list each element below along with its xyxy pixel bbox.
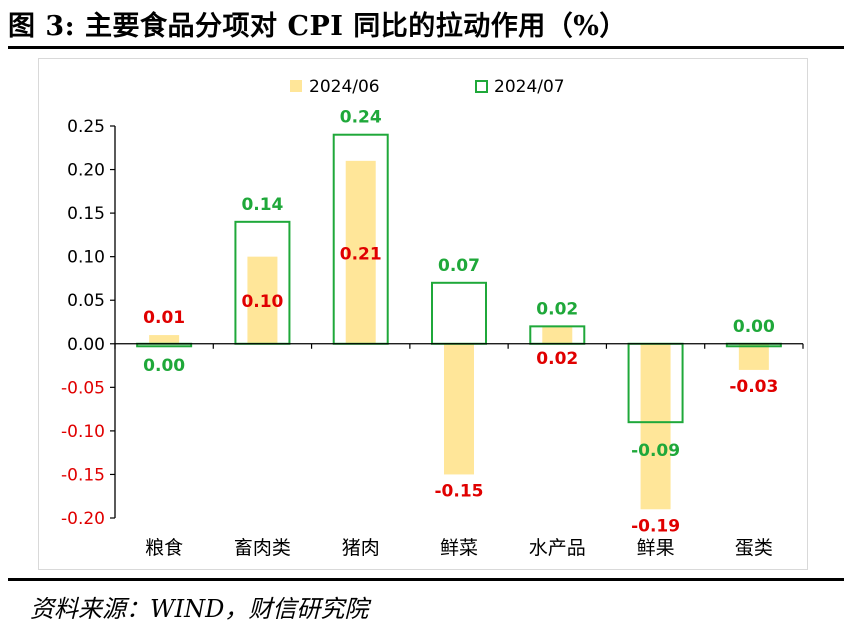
data-label-2024-06: -0.03 [729, 377, 778, 397]
bar-2024-07 [431, 281, 487, 345]
bar-2024-06 [542, 326, 573, 344]
x-category-label: 鲜果 [637, 537, 675, 559]
y-tick-label: 0.25 [67, 117, 105, 137]
data-label-2024-06: 0.21 [340, 244, 382, 264]
data-label-2024-07: 0.24 [340, 108, 382, 128]
x-category-label: 蛋类 [735, 537, 773, 559]
legend-label-2024-07: 2024/07 [494, 77, 565, 97]
bar-2024-06 [444, 343, 474, 475]
data-label-2024-07: 0.00 [733, 317, 775, 337]
data-label-2024-07: 0.00 [143, 356, 185, 376]
x-category-label: 猪肉 [342, 537, 380, 559]
x-category-label: 鲜菜 [440, 537, 478, 559]
legend-label-2024-06: 2024/06 [309, 77, 380, 97]
y-tick-label: -0.20 [61, 509, 105, 529]
data-label-2024-07: 0.14 [241, 195, 283, 215]
y-tick-label: -0.15 [61, 465, 105, 485]
source-note: 资料来源：WIND，财信研究院 [30, 595, 369, 623]
data-label-2024-06: 0.10 [241, 292, 283, 312]
data-label-2024-06: 0.01 [143, 308, 185, 328]
data-label-2024-06: -0.19 [631, 516, 680, 536]
legend-swatch-2024-07 [475, 80, 488, 93]
x-category-label: 畜肉类 [234, 537, 291, 559]
y-tick-label: 0.15 [67, 204, 105, 224]
figure-title: 图 3: 主要食品分项对 CPI 同比的拉动作用（%） [8, 11, 627, 42]
y-tick-label: -0.10 [61, 422, 105, 442]
y-tick-label: -0.05 [61, 378, 105, 398]
bar-2024-06 [640, 343, 671, 510]
data-label-2024-06: -0.15 [435, 481, 484, 501]
y-tick-label: 0.00 [67, 335, 105, 355]
bar-2024-06 [345, 160, 376, 344]
y-tick-label: 0.20 [67, 161, 105, 181]
legend-swatch-2024-06 [290, 80, 302, 92]
bar-2024-06 [738, 343, 769, 370]
chart-frame [38, 58, 808, 570]
x-category-label: 水产品 [529, 537, 586, 559]
y-tick-label: 0.10 [67, 248, 105, 268]
data-label-2024-06: 0.02 [536, 349, 578, 369]
data-label-2024-07: 0.02 [536, 299, 578, 319]
data-label-2024-07: -0.09 [631, 441, 680, 461]
bar-2024-06 [149, 335, 180, 344]
data-label-2024-07: 0.07 [438, 256, 480, 276]
title-rule [8, 46, 844, 49]
y-tick-label: 0.05 [67, 291, 105, 311]
source-rule [8, 578, 844, 581]
bar-2024-06 [247, 256, 278, 344]
x-category-label: 粮食 [145, 537, 183, 559]
